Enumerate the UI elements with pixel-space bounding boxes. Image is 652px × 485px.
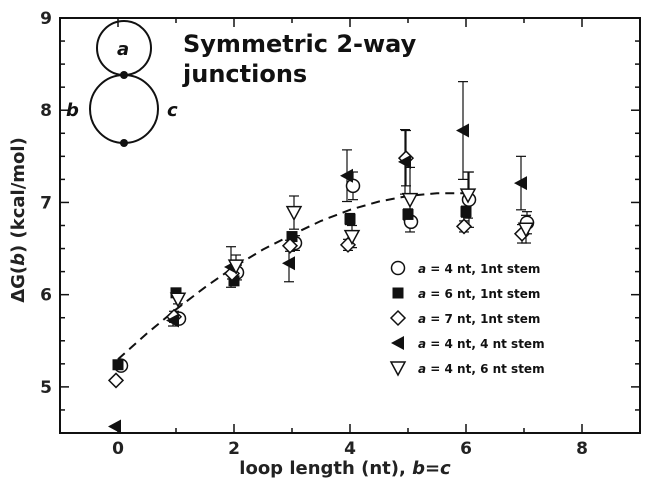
legend-marker-open-diamond <box>389 309 407 327</box>
data-point-filled-square <box>112 359 124 371</box>
y-tick-label: 5 <box>40 378 52 398</box>
junction-dot-top <box>120 71 128 79</box>
data-point-open-diamond <box>107 372 125 389</box>
y-tick-label: 8 <box>40 101 52 121</box>
axes: 0 2 4 6 8 5 6 7 8 9 <box>40 9 641 459</box>
inset-label-a: a <box>117 39 129 60</box>
x-tick-label: 0 <box>112 439 124 459</box>
data-point-open-down-triangle <box>285 205 303 222</box>
data-point-filled-left-triangle <box>166 313 179 328</box>
x-tick-label: 2 <box>228 439 240 459</box>
junction-dot-bottom <box>120 139 128 147</box>
data-points-layer <box>107 123 535 434</box>
data-point-open-down-triangle <box>227 259 245 275</box>
data-point-open-down-triangle <box>401 192 419 209</box>
legend-label: a = 6 nt, 1nt stem <box>418 287 540 301</box>
data-point-filled-left-triangle <box>108 419 121 434</box>
x-tick-label: 4 <box>344 439 356 459</box>
legend-label: a = 4 nt, 4 nt stem <box>418 337 545 351</box>
legend-marker-open-down-triangle <box>389 361 407 377</box>
data-point-filled-square <box>460 206 472 218</box>
legend: a = 4 nt, 1nt stem a = 6 nt, 1nt stem a = … <box>389 260 545 377</box>
data-point-filled-square <box>228 275 240 287</box>
inset-label-c: c <box>167 100 178 121</box>
data-point-filled-left-triangle <box>340 168 353 183</box>
chart-title: Symmetric 2-way junctions <box>182 30 425 88</box>
data-point-filled-left-triangle <box>456 123 469 138</box>
data-point-open-diamond <box>281 237 299 254</box>
legend-marker-filled-square <box>392 287 404 299</box>
data-point-open-down-triangle <box>343 229 361 246</box>
data-point-filled-square <box>344 213 356 225</box>
y-tick-label: 9 <box>40 9 52 29</box>
data-point-open-down-triangle <box>459 188 477 204</box>
data-point-open-down-triangle <box>517 222 535 238</box>
legend-label: a = 7 nt, 1nt stem <box>418 312 540 326</box>
data-point-filled-square <box>402 208 414 220</box>
y-axis-label: ΔG(b) (kcal/mol) <box>8 137 29 303</box>
data-point-filled-left-triangle <box>398 154 411 169</box>
data-point-filled-square <box>286 231 298 243</box>
legend-marker-open-circle <box>390 260 406 276</box>
legend-label: a = 4 nt, 6 nt stem <box>418 362 545 376</box>
x-tick-label: 6 <box>460 439 472 459</box>
y-tick-label: 6 <box>40 286 52 306</box>
inset-label-b: b <box>66 100 79 121</box>
data-point-open-down-triangle <box>169 292 187 308</box>
legend-marker-filled-left-triangle <box>391 336 404 350</box>
legend-label: a = 4 nt, 1nt stem <box>418 262 540 276</box>
data-point-filled-left-triangle <box>282 256 295 271</box>
data-point-open-diamond <box>455 218 473 235</box>
junction-diagram: a b c <box>66 20 178 147</box>
loop-bc-circle <box>89 74 159 144</box>
x-axis-label: loop length (nt), b=c <box>239 458 451 479</box>
x-tick-label: 8 <box>576 439 588 459</box>
y-tick-label: 7 <box>40 193 52 213</box>
data-point-filled-left-triangle <box>514 176 527 191</box>
